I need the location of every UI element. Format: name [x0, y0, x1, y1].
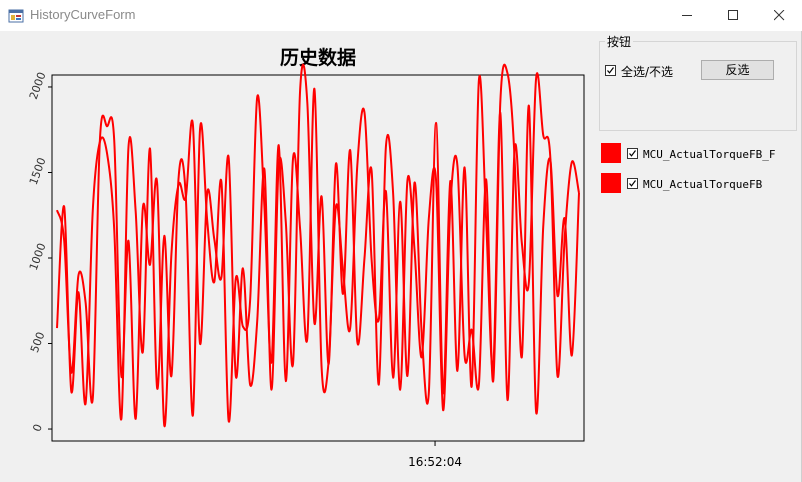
series-label: MCU_ActualTorqueFB — [643, 178, 763, 191]
series-line-1 — [56, 63, 580, 427]
check-icon — [607, 67, 614, 74]
select-all-checkbox[interactable] — [605, 65, 616, 76]
maximize-button[interactable] — [710, 0, 756, 31]
y-tick-label: 0 — [30, 422, 45, 433]
check-icon — [629, 150, 636, 157]
series-color-swatch — [601, 143, 621, 163]
window-title: HistoryCurveForm — [30, 7, 136, 22]
y-tick-label: 1500 — [27, 156, 49, 187]
groupbox-title: 按钮 — [605, 33, 634, 50]
app-icon — [8, 9, 24, 23]
select-all-label: 全选/不选 — [621, 65, 674, 79]
close-button[interactable] — [756, 0, 802, 31]
minimize-button[interactable] — [664, 0, 710, 31]
y-tick-label: 500 — [28, 330, 47, 354]
x-axis: 16:52:04 — [408, 441, 462, 469]
check-icon — [629, 180, 636, 187]
x-tick-label: 16:52:04 — [408, 455, 462, 469]
close-icon — [774, 10, 785, 21]
series-color-swatch — [601, 173, 621, 193]
series-label: MCU_ActualTorqueFB_F — [643, 148, 776, 161]
chart-title: 历史数据 — [280, 46, 356, 69]
series-lines — [56, 63, 580, 427]
y-axis: 0 500 1000 1500 2000 — [27, 70, 52, 433]
invert-selection-button[interactable]: 反选 — [701, 60, 774, 80]
series-checkbox[interactable] — [627, 148, 638, 159]
minimize-icon — [682, 15, 692, 16]
window-titlebar: HistoryCurveForm — [0, 0, 802, 31]
buttons-groupbox — [599, 41, 797, 131]
y-tick-label: 1000 — [27, 241, 49, 272]
y-tick-label: 2000 — [27, 70, 49, 101]
series-checkbox[interactable] — [627, 178, 638, 189]
maximize-icon — [728, 10, 738, 20]
